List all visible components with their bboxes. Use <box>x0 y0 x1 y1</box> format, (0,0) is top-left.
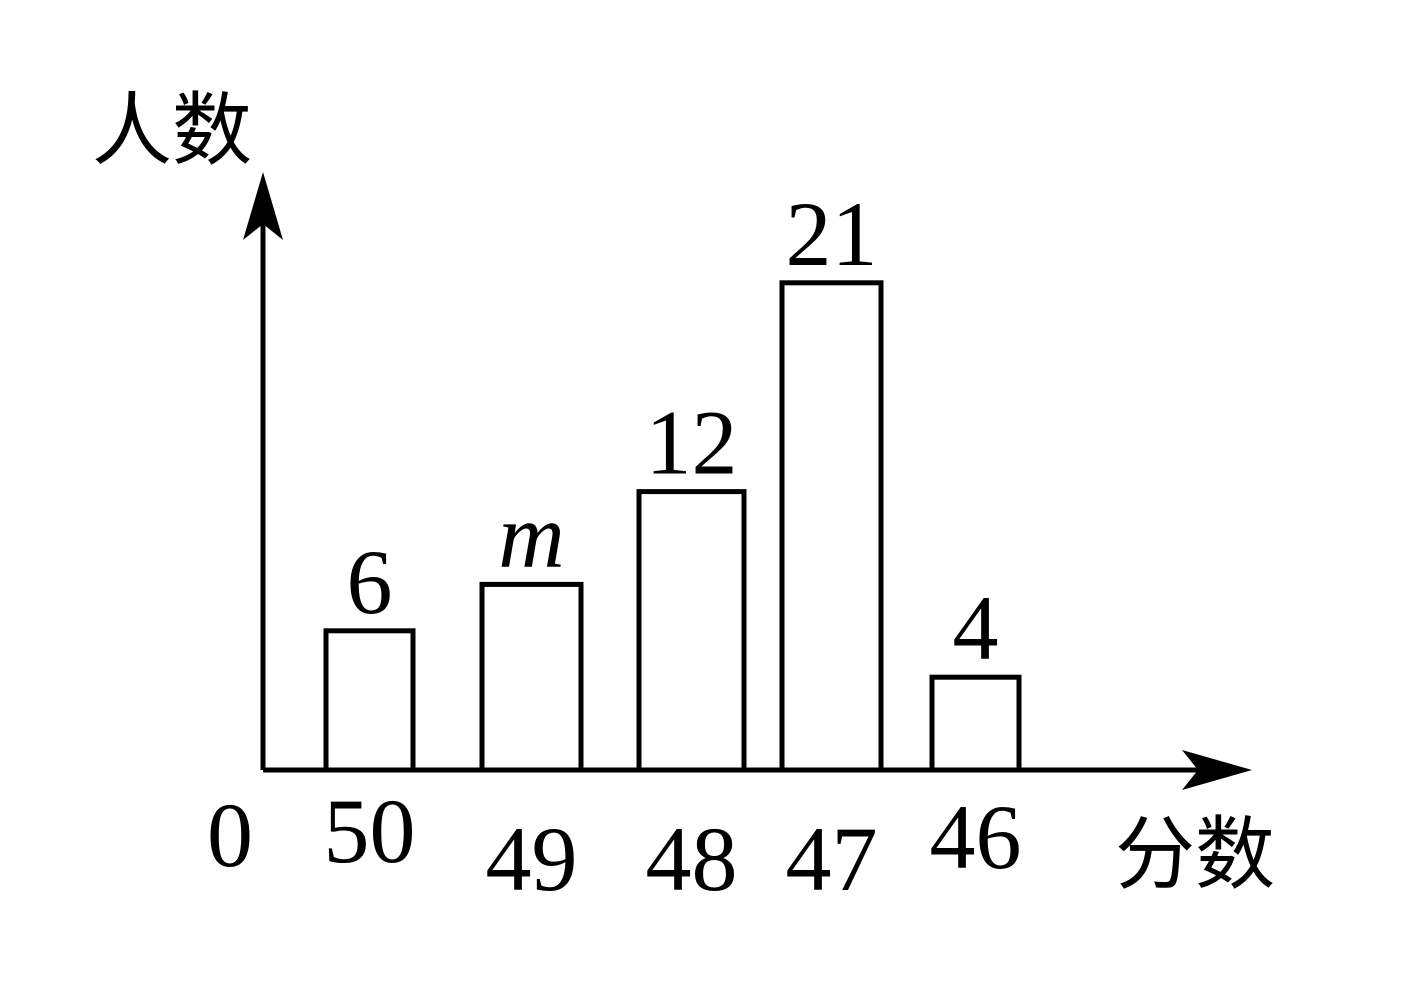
bar-50 <box>323 628 416 773</box>
bar-46 <box>929 674 1022 773</box>
data-labels-group: 6 m 12 21 4 <box>347 183 999 679</box>
data-label-50: 6 <box>347 531 393 633</box>
bar-47 <box>779 280 884 773</box>
data-label-48: 12 <box>646 392 738 494</box>
x-tick-label-50: 50 <box>324 780 416 882</box>
x-tick-label-48: 48 <box>646 808 738 910</box>
axes: 人数 分数 0 <box>92 84 1275 901</box>
data-label-47: 21 <box>786 183 878 285</box>
bar-48 <box>636 489 747 773</box>
bars-group <box>323 280 1022 773</box>
bar-49 <box>479 581 584 773</box>
y-axis-title: 人数 <box>92 84 252 177</box>
x-axis-title: 分数 <box>1115 808 1275 901</box>
data-label-49: m <box>498 484 564 586</box>
y-axis-arrowhead <box>243 172 283 240</box>
origin-label: 0 <box>207 784 253 886</box>
data-label-46: 4 <box>953 577 999 679</box>
x-tick-label-47: 47 <box>786 808 878 910</box>
x-axis-arrowhead <box>1182 750 1252 790</box>
tick-labels-group: 50 49 48 47 46 <box>324 780 1022 910</box>
x-tick-label-49: 49 <box>486 808 578 910</box>
x-tick-label-46: 46 <box>930 786 1022 888</box>
